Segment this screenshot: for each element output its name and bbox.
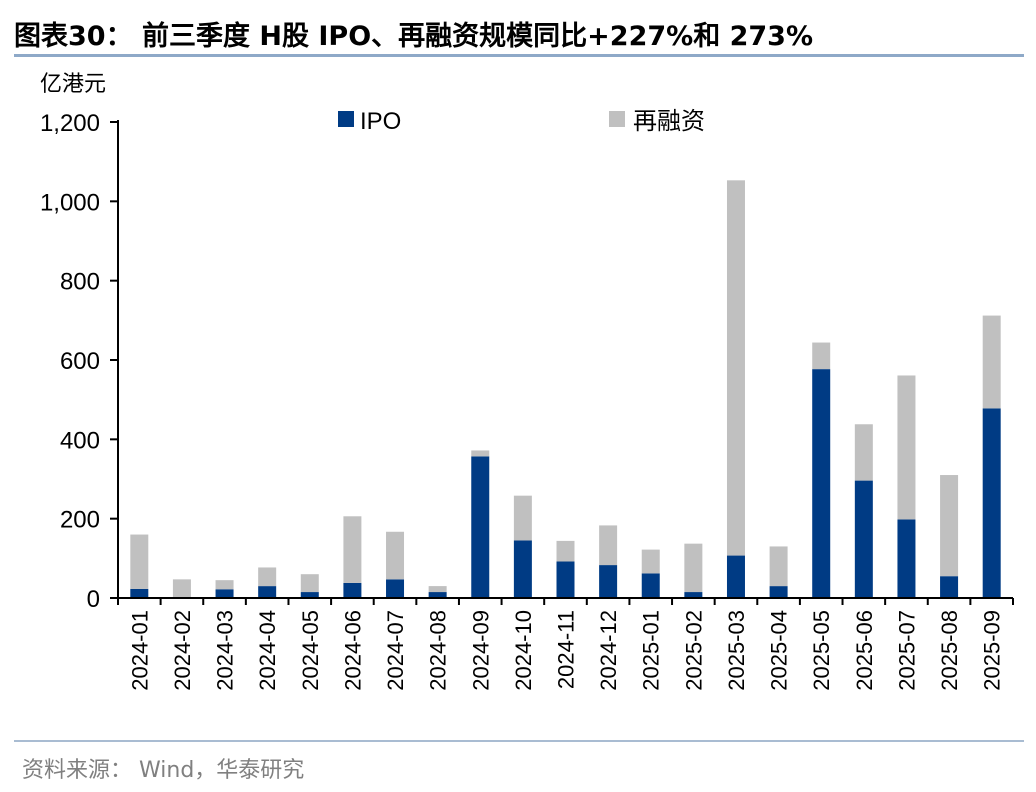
bar-refinancing-2024-03 (215, 580, 234, 590)
bar-refinancing-2024-08 (428, 586, 447, 593)
x-tick-label: 2025-01 (639, 610, 664, 691)
bar-refinancing-2025-06 (854, 424, 873, 481)
legend: IPO 再融资 (338, 108, 705, 135)
bar-ipo-2024-12 (599, 565, 618, 598)
bar-refinancing-2024-02 (172, 579, 191, 598)
bar-refinancing-2024-04 (258, 567, 277, 587)
x-tick-label: 2024-03 (213, 610, 238, 691)
bar-ipo-2025-09 (982, 408, 1001, 598)
y-tick-label: 600 (60, 348, 100, 375)
bar-refinancing-2025-07 (897, 375, 916, 520)
bar-refinancing-2025-09 (982, 315, 1001, 409)
bar-refinancing-2025-02 (684, 543, 703, 593)
legend-swatch-ipo (338, 111, 354, 127)
x-tick-label: 2024-07 (383, 610, 408, 691)
x-tick-label: 2025-06 (852, 610, 877, 691)
x-tick-label: 2024-04 (255, 610, 280, 691)
bar-ipo-2025-03 (726, 555, 745, 598)
y-tick-label: 0 (87, 586, 100, 613)
title-divider (14, 54, 1024, 57)
x-tick-label: 2024-10 (511, 610, 536, 691)
bar-ipo-2024-10 (513, 540, 532, 598)
legend-label-refinancing: 再融资 (633, 108, 705, 135)
x-tick-label: 2025-08 (937, 610, 962, 691)
bar-ipo-2025-08 (940, 576, 959, 598)
bar-ipo-2025-07 (897, 519, 916, 598)
bar-refinancing-2025-01 (641, 549, 660, 574)
x-tick-label: 2024-09 (468, 610, 493, 691)
legend-swatch-refinancing (609, 111, 625, 127)
bar-refinancing-2025-04 (769, 546, 788, 587)
x-tick-label: 2024-06 (340, 610, 365, 691)
bar-ipo-2025-01 (641, 573, 660, 598)
bar-refinancing-2025-05 (812, 342, 831, 370)
bar-ipo-2024-08 (428, 592, 447, 598)
x-tick-label: 2025-07 (894, 610, 919, 691)
y-tick-label: 1,000 (40, 189, 100, 216)
x-tick-label: 2024-05 (298, 610, 323, 691)
x-tick-label: 2025-02 (681, 610, 706, 691)
y-tick-label: 400 (60, 427, 100, 454)
y-tick-label: 800 (60, 269, 100, 296)
y-unit-label: 亿港元 (40, 72, 106, 97)
bar-refinancing-2025-08 (940, 475, 959, 577)
y-tick-label: 200 (60, 507, 100, 534)
bar-ipo-2024-07 (386, 579, 405, 598)
bar-refinancing-2024-06 (343, 516, 362, 583)
bar-refinancing-2024-09 (471, 450, 490, 457)
bar-ipo-2025-02 (684, 592, 703, 598)
bars (130, 180, 1001, 598)
bar-ipo-2024-06 (343, 582, 362, 598)
bar-ipo-2024-01 (130, 588, 149, 598)
bar-ipo-2025-06 (854, 480, 873, 598)
chart-title: 图表30： 前三季度 H股 IPO、再融资规模同比+227%和 273% (14, 21, 814, 52)
bar-refinancing-2024-07 (386, 531, 405, 580)
x-tick-label: 2025-09 (980, 610, 1005, 691)
bar-ipo-2025-04 (769, 586, 788, 598)
bar-refinancing-2025-03 (726, 180, 745, 556)
x-tick-label: 2024-08 (426, 610, 451, 691)
bar-ipo-2025-05 (812, 369, 831, 598)
x-tick-label: 2025-04 (767, 610, 792, 691)
x-tick-label: 2025-03 (724, 610, 749, 691)
x-tick-label: 2024-12 (596, 610, 621, 691)
bar-ipo-2024-03 (215, 589, 234, 598)
x-tick-label: 2024-02 (170, 610, 195, 691)
y-tick-label: 1,200 (40, 110, 100, 137)
bar-refinancing-2024-12 (599, 525, 618, 566)
source-note: 资料来源： Wind，华泰研究 (22, 758, 305, 783)
bar-ipo-2024-09 (471, 456, 490, 598)
legend-label-ipo: IPO (360, 108, 401, 135)
y-axis-ticks: 0 200 400 600 800 1,000 1,200 (40, 110, 118, 613)
x-axis-ticks: 2024-01 2024-02 2024-03 2024-04 2024-05 2024-… (117, 598, 1014, 691)
x-tick-label: 2025-05 (809, 610, 834, 691)
footer-divider (14, 740, 1024, 742)
bar-refinancing-2024-10 (513, 495, 532, 541)
bar-refinancing-2024-05 (300, 574, 319, 593)
x-tick-label: 2024-01 (127, 610, 152, 691)
x-tick-label: 2024-11 (554, 610, 579, 689)
bar-refinancing-2024-11 (556, 540, 575, 562)
bar-refinancing-2024-01 (130, 534, 149, 589)
bar-ipo-2024-11 (556, 561, 575, 598)
bar-ipo-2024-04 (258, 586, 277, 598)
bar-ipo-2024-05 (300, 592, 319, 598)
